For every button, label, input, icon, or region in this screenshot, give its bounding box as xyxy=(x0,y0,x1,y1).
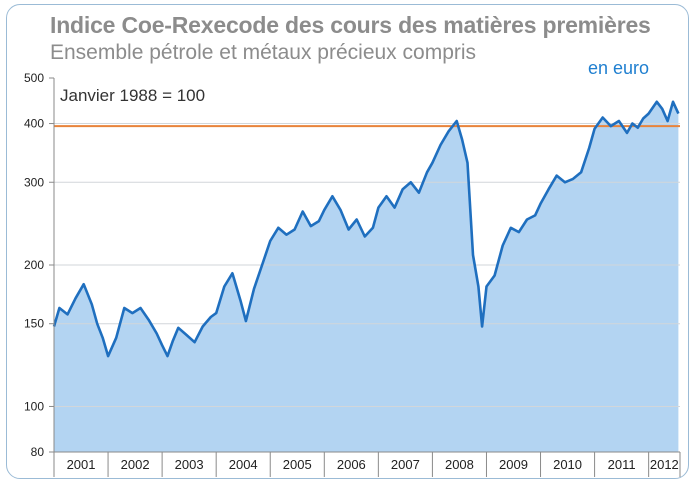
chart-subtitle: Ensemble pétrole et métaux précieux comp… xyxy=(50,41,477,64)
x-tick-label-2001: 2001 xyxy=(67,457,96,472)
x-tick-label-2003: 2003 xyxy=(175,457,204,472)
y-tick-label-80: 80 xyxy=(31,445,45,459)
x-tick-label-2002: 2002 xyxy=(121,457,150,472)
y-tick-label-100: 100 xyxy=(24,399,44,413)
x-tick-label-2006: 2006 xyxy=(337,457,366,472)
y-tick-label-300: 300 xyxy=(24,175,44,189)
x-tick-label-2012: 2012 xyxy=(650,457,679,472)
chart-title: Indice Coe-Rexecode des cours des matièr… xyxy=(50,12,651,38)
x-tick-label-2005: 2005 xyxy=(283,457,312,472)
line-layer xyxy=(52,100,680,358)
y-tick-label-200: 200 xyxy=(24,258,44,272)
x-tick-label-2004: 2004 xyxy=(229,457,258,472)
y-tick-label-400: 400 xyxy=(24,117,44,131)
x-tick-label-2009: 2009 xyxy=(499,457,528,472)
x-tick-label-2010: 2010 xyxy=(553,457,582,472)
gridlines xyxy=(54,123,680,407)
y-tick-label-150: 150 xyxy=(24,317,44,331)
base-index-note: Janvier 1988 = 100 xyxy=(60,86,206,105)
series-area xyxy=(54,101,679,453)
series-line xyxy=(52,100,680,358)
x-tick-label-2008: 2008 xyxy=(445,457,474,472)
unit-label: en euro xyxy=(588,58,650,78)
area-layer xyxy=(54,101,679,453)
y-axis: 500 400 300 200 150 100 80 xyxy=(24,71,55,477)
x-axis: 2001 2002 2003 2004 2005 2006 2007 2008 2009 2010… xyxy=(53,451,681,477)
y-tick-label-500: 500 xyxy=(24,71,44,85)
x-tick-label-2007: 2007 xyxy=(391,457,420,472)
x-tick-label-2011: 2011 xyxy=(608,457,636,472)
